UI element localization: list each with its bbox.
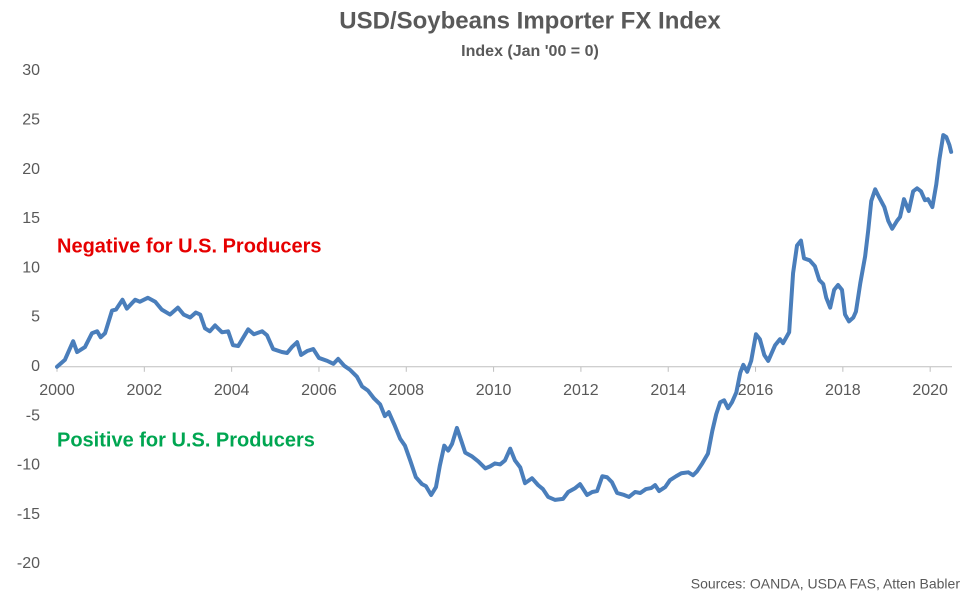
x-tick-label: 2000 [39,382,75,399]
data-line [55,133,954,502]
x-tick-label: 2016 [738,382,774,399]
x-tick-label: 2012 [563,382,599,399]
y-tick-label: 0 [31,358,40,375]
y-tick-label: -15 [17,506,40,523]
annotation: Positive for U.S. Producers [57,429,315,451]
x-tick-label: 2004 [214,382,250,399]
annotation: Negative for U.S. Producers [57,235,322,257]
y-tick-label: 25 [22,112,40,129]
x-tick-label: 2014 [650,382,686,399]
y-tick-label: -5 [26,407,40,424]
x-tick-label: 2002 [127,382,163,399]
y-tick-label: 10 [22,259,40,276]
x-tick-label: 2006 [301,382,337,399]
y-tick-label: 15 [22,210,40,227]
y-tick-label: 20 [22,161,40,178]
x-tick-label: 2020 [912,382,948,399]
y-tick-label: -10 [17,457,40,474]
chart-subtitle: Index (Jan '00 = 0) [461,43,599,60]
y-tick-label: 30 [22,62,40,79]
x-tick-label: 2018 [825,382,861,399]
y-tick-label: -20 [17,555,40,572]
x-tick-label: 2008 [388,382,424,399]
source-note: Sources: OANDA, USDA FAS, Atten Babler [691,576,961,592]
x-tick-label: 2010 [476,382,512,399]
y-tick-label: 5 [31,309,40,326]
chart-title: USD/Soybeans Importer FX Index [339,7,721,34]
